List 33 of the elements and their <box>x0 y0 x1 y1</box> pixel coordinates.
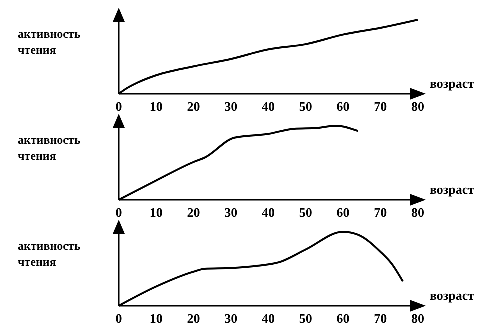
x-tick-label: 10 <box>150 311 163 326</box>
x-tick-label: 30 <box>224 205 238 220</box>
x-tick-label: 20 <box>187 99 200 114</box>
x-tick-label: 80 <box>412 99 424 114</box>
x-tick-label: 80 <box>412 205 424 220</box>
x-tick-label: 40 <box>262 99 275 114</box>
x-tick-label: 60 <box>336 205 350 220</box>
x-tick-label: 0 <box>116 99 122 114</box>
x-tick-label: 50 <box>299 205 312 220</box>
x-tick-label: 30 <box>224 311 238 326</box>
x-tick-label: 60 <box>336 311 350 326</box>
x-tick-label: 30 <box>224 99 238 114</box>
y-axis-title: активность чтения <box>18 26 82 58</box>
x-tick-label: 40 <box>262 311 275 326</box>
x-tick-label: 50 <box>299 99 312 114</box>
x-tick-label: 70 <box>374 311 388 326</box>
x-axis-title: возраст <box>430 288 475 304</box>
x-axis-title: возраст <box>430 182 475 198</box>
x-tick-label: 60 <box>336 99 350 114</box>
y-axis-title: активность чтения <box>18 132 82 164</box>
x-tick-label: 20 <box>187 205 200 220</box>
x-tick-label: 10 <box>150 205 163 220</box>
x-tick-label: 0 <box>116 205 122 220</box>
x-tick-label: 0 <box>116 311 122 326</box>
y-axis-title: активность чтения <box>18 238 82 270</box>
x-tick-label: 50 <box>299 311 312 326</box>
x-tick-label: 70 <box>374 205 388 220</box>
x-tick-label: 10 <box>150 99 163 114</box>
x-axis-title: возраст <box>430 76 475 92</box>
x-tick-label: 20 <box>187 311 200 326</box>
x-tick-label: 40 <box>262 205 275 220</box>
x-tick-label: 70 <box>374 99 388 114</box>
x-tick-label: 80 <box>412 311 424 326</box>
